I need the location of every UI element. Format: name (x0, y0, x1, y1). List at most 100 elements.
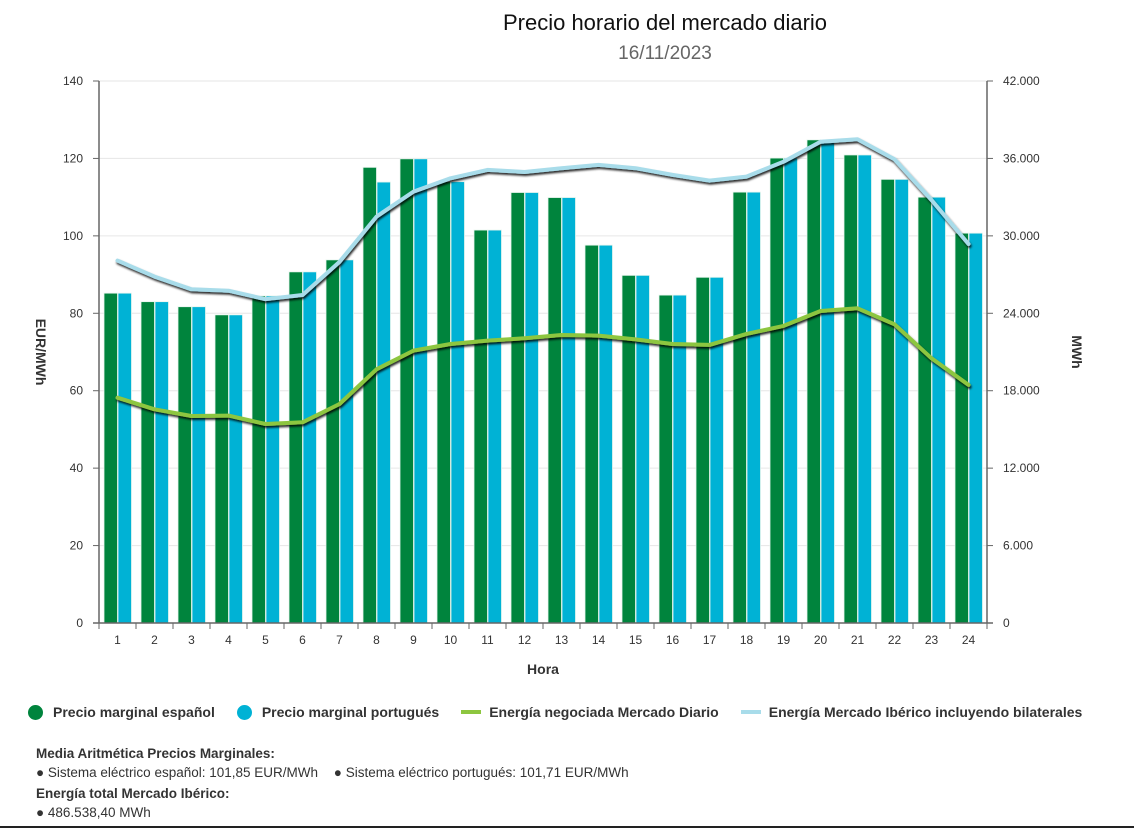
bar (487, 229, 502, 624)
series-line (115, 306, 971, 426)
bar (214, 314, 229, 624)
bar (709, 276, 724, 624)
lightblue-line-icon (740, 710, 761, 714)
y2-tick-label: 12.000 (1003, 461, 1040, 475)
bar (635, 274, 650, 624)
bar (857, 154, 872, 624)
avg-heading: Media Aritmética Precios Marginales: (36, 746, 275, 761)
total-heading: Energía total Mercado Ibérico: (36, 786, 230, 801)
bar (769, 157, 784, 624)
x-tick-label: 16 (666, 633, 680, 647)
chart: 02040608010012014006.00012.00018.00024.0… (33, 74, 1085, 677)
x-tick-label: 9 (410, 633, 417, 647)
legend-label: Precio marginal español (53, 704, 215, 720)
summary: Media Aritmética Precios Marginales: ● S… (36, 747, 641, 819)
bar (265, 295, 280, 624)
bar (954, 232, 969, 624)
bar (968, 232, 983, 624)
x-tick-label: 22 (888, 633, 902, 647)
bar (783, 157, 798, 624)
legend: Precio marginal español Precio marginal … (28, 704, 1104, 720)
y2-tick-label: 0 (1003, 616, 1010, 630)
bar (584, 244, 599, 624)
x-tick-label: 17 (703, 633, 717, 647)
x-tick-label: 11 (481, 633, 494, 647)
avg-spanish: ● Sistema eléctrico español: 101,85 EUR/… (36, 764, 319, 780)
legend-label: Precio marginal portugués (261, 704, 440, 720)
y-axis-title: EUR/MWh (33, 319, 49, 386)
series-line (115, 137, 971, 302)
avg-portuguese: ● Sistema eléctrico portugués: 101,71 EU… (333, 764, 629, 780)
chart-title: Precio horario del mercado diario (502, 10, 828, 35)
legend-item-spanish-price[interactable]: Precio marginal español (28, 704, 215, 720)
bar (436, 181, 451, 624)
bar (154, 301, 169, 624)
bar (732, 191, 747, 624)
y-tick-label: 0 (76, 616, 83, 630)
bar (880, 178, 895, 624)
x-tick-label: 10 (444, 633, 458, 647)
y2-tick-label: 6.000 (1003, 539, 1033, 553)
x-tick-label: 19 (777, 633, 791, 647)
bar (598, 244, 613, 624)
bar (561, 197, 576, 624)
x-tick-label: 14 (592, 633, 606, 647)
x-tick-label: 4 (225, 633, 232, 647)
x-tick-label: 3 (188, 633, 195, 647)
legend-item-iberian-energy[interactable]: Energía Mercado Ibérico incluyendo bilat… (740, 704, 1083, 720)
bar (843, 154, 858, 624)
gridlines (99, 80, 987, 547)
green-dot-icon (28, 704, 43, 720)
bar (117, 292, 132, 624)
bar (251, 295, 266, 624)
bar (191, 306, 206, 624)
bar (339, 259, 354, 624)
x-tick-label: 8 (373, 633, 380, 647)
bar (820, 141, 835, 624)
x-tick-label: 24 (962, 633, 976, 647)
y-tick-label: 120 (63, 151, 83, 165)
y-tick-label: 140 (63, 74, 83, 88)
total-value: ● 486.538,40 MWh (36, 804, 151, 820)
bar (399, 158, 414, 624)
axes: 02040608010012014006.00012.00018.00024.0… (63, 74, 1040, 647)
bar (376, 181, 391, 624)
y2-tick-label: 18.000 (1003, 384, 1040, 398)
bar (695, 276, 710, 624)
bar (931, 196, 946, 624)
bar (621, 274, 636, 624)
y2-tick-label: 36.000 (1003, 151, 1040, 165)
bar (524, 192, 539, 624)
x-tick-label: 2 (151, 633, 158, 647)
bar (894, 178, 909, 624)
bar (547, 197, 562, 624)
bar (325, 259, 340, 624)
bar (302, 271, 317, 624)
bar (362, 166, 377, 624)
green-line-icon (461, 710, 482, 714)
bottom-divider (0, 826, 1134, 828)
y2-tick-label: 42.000 (1003, 74, 1040, 88)
bar (177, 306, 192, 624)
y2-tick-label: 30.000 (1003, 229, 1040, 243)
x-tick-label: 5 (262, 633, 269, 647)
legend-label: Energía Mercado Ibérico incluyendo bilat… (768, 704, 1083, 720)
lines (115, 137, 971, 426)
bar (228, 314, 243, 624)
legend-item-daily-market-energy[interactable]: Energía negociada Mercado Diario (461, 704, 719, 720)
cyan-dot-icon (236, 704, 252, 720)
x-tick-label: 12 (518, 633, 532, 647)
bar (450, 181, 465, 624)
x-tick-label: 7 (336, 633, 343, 647)
bar (473, 229, 488, 624)
x-tick-label: 23 (925, 633, 939, 647)
y2-axis-title: MWh (1069, 335, 1085, 368)
y-tick-label: 40 (70, 461, 84, 475)
legend-item-portuguese-price[interactable]: Precio marginal portugués (236, 704, 440, 720)
x-tick-label: 6 (299, 633, 306, 647)
bar (288, 271, 303, 624)
x-tick-label: 13 (555, 633, 569, 647)
y-tick-label: 20 (70, 539, 84, 553)
x-tick-label: 15 (629, 633, 643, 647)
x-tick-label: 18 (740, 633, 754, 647)
